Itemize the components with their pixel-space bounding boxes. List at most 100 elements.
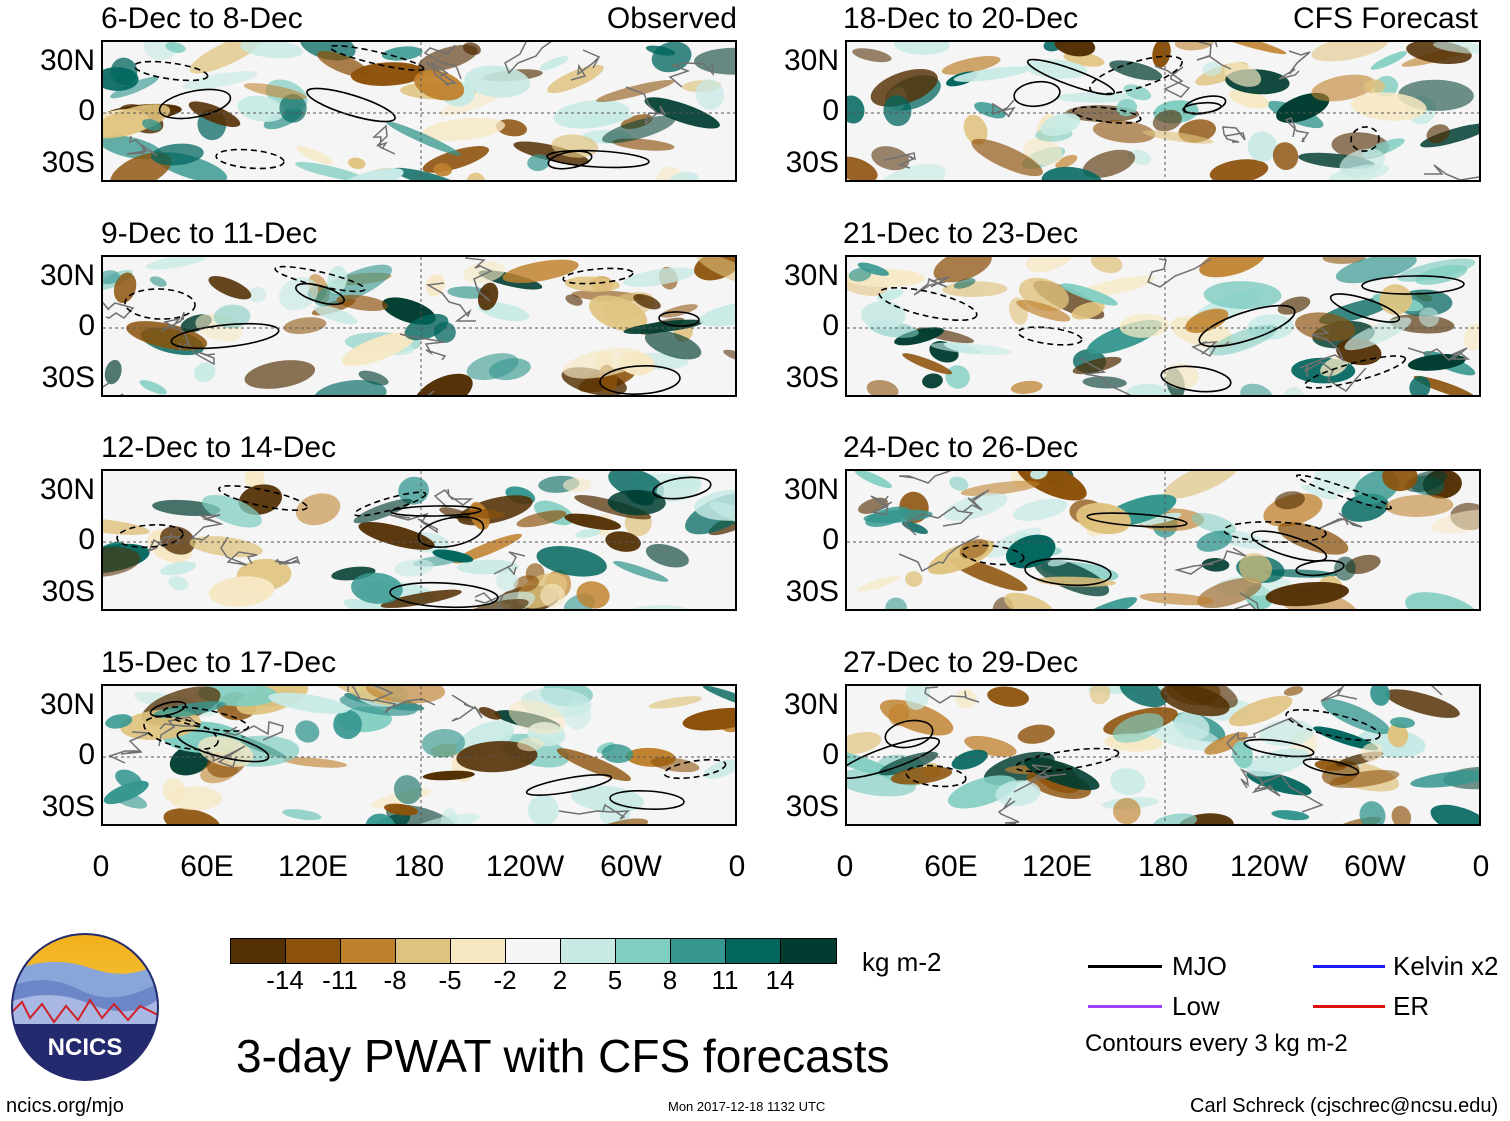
pwat-anomaly-blob [699,301,735,327]
pwat-anomaly-blob [1026,257,1075,273]
pwat-anomaly-blob [1017,724,1055,744]
mjo-contour [176,729,270,763]
pwat-anomaly-blob [894,42,950,55]
longitude-tick: 120W [485,850,565,883]
pwat-anomaly-blob [1163,471,1241,499]
pwat-anomaly-blob [393,775,422,805]
pwat-anomaly-blob [384,803,419,816]
pwat-anomaly-blob [1405,592,1479,609]
pwat-anomaly-blob [278,277,319,311]
pwat-anomaly-blob [1123,84,1152,101]
pwat-anomaly-blob [165,42,186,53]
pwat-anomaly-blob [1387,723,1409,748]
pwat-anomaly-blob [650,757,700,773]
pwat-anomaly-blob [213,304,251,329]
pwat-anomaly-blob [905,686,930,710]
pwat-anomaly-blob [953,66,1030,82]
coastline [158,716,201,747]
pwat-anomaly-blob [682,707,735,731]
pwat-anomaly-blob [1277,522,1349,555]
latitude-tick: 0 [822,738,839,771]
pwat-anomaly-blob [421,117,506,141]
pwat-anomaly-blob [974,102,1006,119]
pwat-anomaly-blob [953,278,976,289]
pwat-anomaly-blob [414,373,473,395]
longitude-tick: 60W [1344,850,1406,883]
panel-title: 12-Dec to 14-Dec [101,431,337,464]
coastline [1013,764,1067,793]
pwat-anomaly-blob [237,95,285,122]
coastline [504,42,552,75]
pwat-anomaly-blob [295,493,341,526]
pwat-anomaly-blob [381,46,423,61]
pwat-anomaly-blob [1016,471,1087,501]
pwat-anomaly-blob [433,163,452,177]
colorbar-swatch [726,939,781,963]
coastline [1284,117,1310,143]
pwat-anomaly-blob [182,71,258,90]
pwat-anomaly-blob [202,494,262,528]
pwat-anomaly-blob [314,264,393,307]
pwat-anomaly-blob [240,42,303,59]
longitude-tick: 60E [180,850,234,883]
pwat-anomaly-blob [1295,312,1356,342]
latitude-tick: 30S [785,575,839,608]
pwat-map-panel [845,684,1481,826]
pwat-anomaly-blob [527,794,559,824]
pwat-anomaly-blob [327,265,348,294]
mjo-contour [609,790,685,810]
colorbar-swatch [781,939,836,963]
pwat-anomaly-blob [1335,257,1417,284]
colorbar-label: -14 [266,965,304,995]
coastline [372,124,396,155]
pwat-anomaly-blob [1385,494,1454,517]
colorbar-swatch [231,939,286,963]
mjo-contour [1329,293,1401,323]
pwat-anomaly-blob [1112,713,1164,743]
pwat-anomaly-blob [930,342,1012,355]
pwat-anomaly-blob [104,359,122,385]
pwat-anomaly-blob [527,154,550,171]
mjo-contour [1160,365,1232,393]
pwat-anomaly-blob [1185,308,1229,333]
pwat-anomaly-blob [516,510,567,528]
pwat-anomaly-blob [1283,686,1304,696]
latitude-tick: 30N [783,688,839,721]
pwat-anomaly-blob [607,489,666,516]
latitude-tick: 30N [39,44,95,77]
pwat-anomaly-blob [863,509,933,524]
pwat-anomaly-blob [1265,581,1349,607]
pwat-anomaly-blob [350,62,426,86]
pwat-anomaly-blob [1370,686,1391,706]
pwat-anomaly-blob [432,549,474,563]
legend-kelvin-line [1313,965,1385,968]
pwat-anomaly-blob [648,696,703,709]
footer-url: ncics.org/mjo [6,1095,124,1117]
pwat-anomaly-blob [1350,92,1427,121]
latitude-tick: 0 [822,94,839,127]
pwat-anomaly-blob [244,360,316,389]
mjo-contour [1198,304,1296,348]
coastline [668,62,714,88]
mjo-contour [215,148,285,170]
mjo-contour [546,149,650,169]
pwat-anomaly-blob [1418,307,1440,328]
coastline [464,257,493,302]
pwat-anomaly-blob [169,786,223,811]
pwat-anomaly-blob [1199,257,1266,278]
mjo-contour [1086,512,1188,528]
colorbar-label: -2 [493,965,517,995]
pwat-anomaly-blob [477,282,499,311]
pwat-anomaly-blob [1030,471,1048,480]
coastline [389,512,438,534]
pwat-anomaly-blob [1082,149,1136,178]
pwat-anomaly-blob [651,42,692,73]
coastline [992,99,1016,118]
pwat-anomaly-blob [295,720,320,743]
pwat-anomaly-blob [901,521,928,534]
longitude-tick: 0 [836,850,854,883]
coastline [1079,357,1132,395]
pwat-anomaly-blob [1321,698,1390,735]
pwat-anomaly-blob [536,546,607,577]
pwat-anomaly-blob [696,257,735,288]
